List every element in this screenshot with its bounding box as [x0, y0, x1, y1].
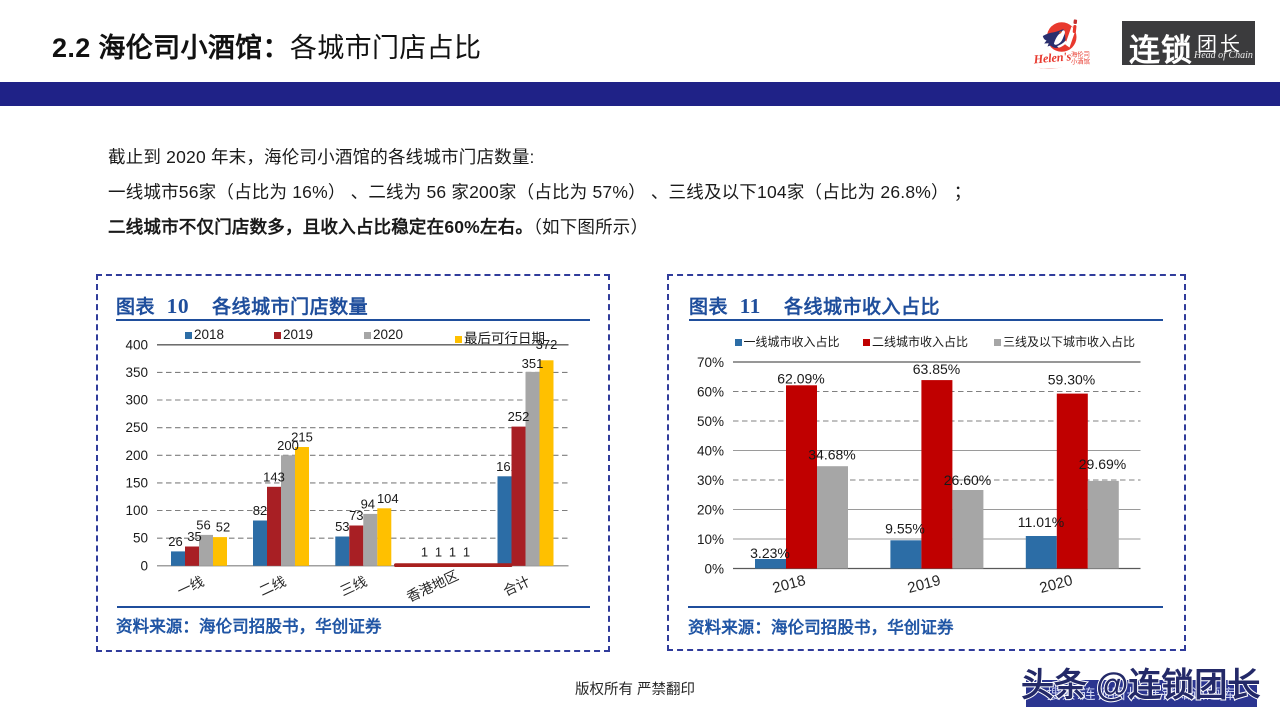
svg-text:50%: 50%	[697, 414, 724, 429]
svg-text:34.68%: 34.68%	[808, 447, 855, 463]
svg-text:29.69%: 29.69%	[1079, 456, 1126, 472]
svg-text:Helen's: Helen's	[1032, 49, 1072, 66]
svg-text:94: 94	[361, 496, 375, 511]
svg-text:3.23%: 3.23%	[750, 545, 790, 561]
svg-text:1: 1	[421, 545, 428, 560]
svg-text:100: 100	[125, 503, 148, 518]
svg-text:1: 1	[463, 545, 470, 560]
svg-text:0%: 0%	[704, 562, 724, 577]
svg-text:104: 104	[377, 491, 399, 506]
svg-text:70%: 70%	[697, 355, 724, 370]
svg-text:250: 250	[125, 420, 148, 435]
svg-text:82: 82	[253, 503, 267, 518]
svg-text:35: 35	[187, 529, 201, 544]
svg-text:215: 215	[291, 430, 313, 445]
svg-text:50: 50	[133, 531, 148, 546]
svg-text:63.85%: 63.85%	[913, 361, 960, 377]
svg-text:10%: 10%	[697, 532, 724, 547]
svg-text:26: 26	[168, 534, 182, 549]
svg-text:三线: 三线	[338, 574, 370, 599]
svg-text:62.09%: 62.09%	[777, 371, 824, 387]
svg-text:香港地区: 香港地区	[404, 568, 461, 605]
svg-text:小酒馆: 小酒馆	[1071, 57, 1090, 66]
svg-text:53: 53	[335, 519, 349, 534]
svg-text:350: 350	[125, 365, 148, 380]
svg-text:73: 73	[349, 508, 363, 523]
svg-text:59.30%: 59.30%	[1048, 371, 1095, 387]
svg-text:1: 1	[449, 545, 456, 560]
svg-text:30%: 30%	[697, 473, 724, 488]
svg-text:二线: 二线	[257, 574, 289, 599]
svg-text:200: 200	[125, 448, 148, 463]
svg-text:400: 400	[125, 337, 148, 352]
svg-text:372: 372	[536, 337, 558, 352]
svg-text:200: 200	[277, 438, 299, 453]
svg-text:1: 1	[435, 545, 442, 560]
svg-text:20%: 20%	[697, 503, 724, 518]
svg-text:252: 252	[508, 409, 530, 424]
svg-text:海伦司: 海伦司	[1071, 50, 1090, 59]
svg-text:150: 150	[125, 475, 148, 490]
svg-text:52: 52	[216, 520, 230, 535]
svg-text:26.60%: 26.60%	[944, 472, 991, 488]
svg-text:143: 143	[263, 469, 285, 484]
svg-text:40%: 40%	[697, 444, 724, 459]
svg-text:0: 0	[140, 558, 148, 573]
svg-text:11.01%: 11.01%	[1018, 514, 1064, 530]
svg-text:9.55%: 9.55%	[885, 521, 925, 537]
svg-text:60%: 60%	[697, 385, 724, 400]
svg-text:2018: 2018	[771, 572, 808, 597]
svg-text:合计: 合计	[501, 574, 533, 599]
svg-text:56: 56	[196, 517, 210, 532]
svg-text:一线: 一线	[175, 574, 207, 599]
svg-text:300: 300	[125, 393, 148, 408]
svg-text:2019: 2019	[906, 572, 943, 597]
svg-text:351: 351	[522, 356, 544, 371]
svg-text:2020: 2020	[1038, 572, 1075, 597]
